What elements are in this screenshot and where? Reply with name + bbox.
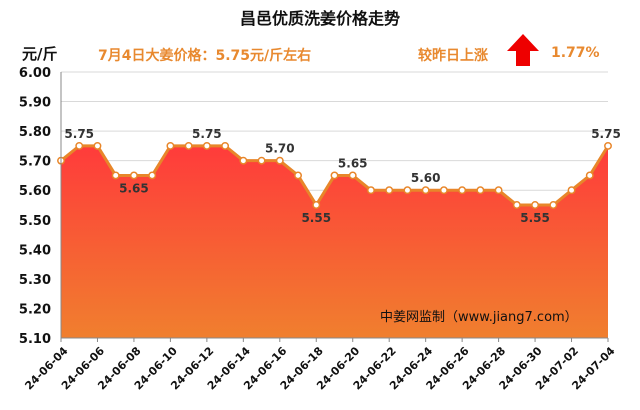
- up-arrow-icon: [507, 34, 539, 66]
- data-point: [421, 186, 430, 195]
- data-point: [330, 171, 339, 180]
- data-label: 5.55: [520, 211, 550, 225]
- data-point: [129, 171, 138, 180]
- data-point: [348, 171, 357, 180]
- chart-title: 昌邑优质洗姜价格走势: [239, 9, 400, 28]
- data-point: [184, 141, 193, 150]
- y-tick-label: 5.10: [19, 332, 51, 347]
- y-tick-label: 5.50: [19, 214, 51, 229]
- y-tick-label: 5.30: [19, 273, 51, 288]
- data-point: [312, 201, 321, 209]
- price-note: 7月4日大姜价格：5.75元/斤左右: [98, 48, 312, 64]
- data-point: [367, 186, 375, 195]
- data-point: [239, 156, 248, 165]
- data-label: 5.55: [301, 211, 331, 225]
- data-point: [385, 186, 394, 195]
- data-point: [403, 186, 412, 195]
- data-label: 5.75: [192, 127, 222, 141]
- data-point: [531, 201, 540, 209]
- data-point: [93, 141, 102, 150]
- y-tick-label: 5.40: [19, 243, 51, 258]
- data-point: [166, 141, 175, 150]
- data-point: [275, 156, 284, 165]
- data-point: [476, 186, 485, 195]
- data-label: 5.60: [411, 171, 441, 185]
- y-tick-label: 5.60: [19, 184, 51, 199]
- y-tick-label: 5.90: [19, 96, 51, 111]
- y-tick-label: 5.80: [19, 125, 51, 140]
- data-label: 5.65: [119, 181, 149, 195]
- data-point: [75, 141, 84, 150]
- y-tick-label: 5.20: [19, 302, 51, 317]
- data-point: [257, 156, 266, 165]
- area-fill: [61, 145, 608, 338]
- data-label: 5.65: [338, 156, 368, 170]
- data-point: [585, 171, 594, 180]
- change-label: 较昨日上涨: [418, 48, 488, 64]
- y-tick-label: 6.00: [19, 66, 51, 81]
- source-note: 中姜网监制（www.jiang7.com）: [380, 310, 578, 325]
- data-label: 5.75: [591, 127, 621, 141]
- data-point: [148, 171, 157, 180]
- change-value: 1.77%: [551, 45, 600, 61]
- data-point: [294, 171, 302, 180]
- data-point: [202, 141, 211, 150]
- y-tick-label: 5.70: [19, 155, 51, 170]
- data-point: [604, 141, 612, 150]
- data-point: [567, 186, 576, 195]
- data-point: [221, 141, 230, 150]
- y-axis-unit: 元/斤: [22, 45, 58, 63]
- data-point: [439, 186, 448, 195]
- data-point: [549, 201, 558, 209]
- data-label: 5.75: [64, 127, 94, 141]
- data-point: [458, 186, 467, 195]
- data-point: [111, 171, 120, 180]
- data-point: [512, 201, 521, 209]
- data-point: [494, 186, 503, 195]
- data-label: 5.70: [265, 142, 295, 156]
